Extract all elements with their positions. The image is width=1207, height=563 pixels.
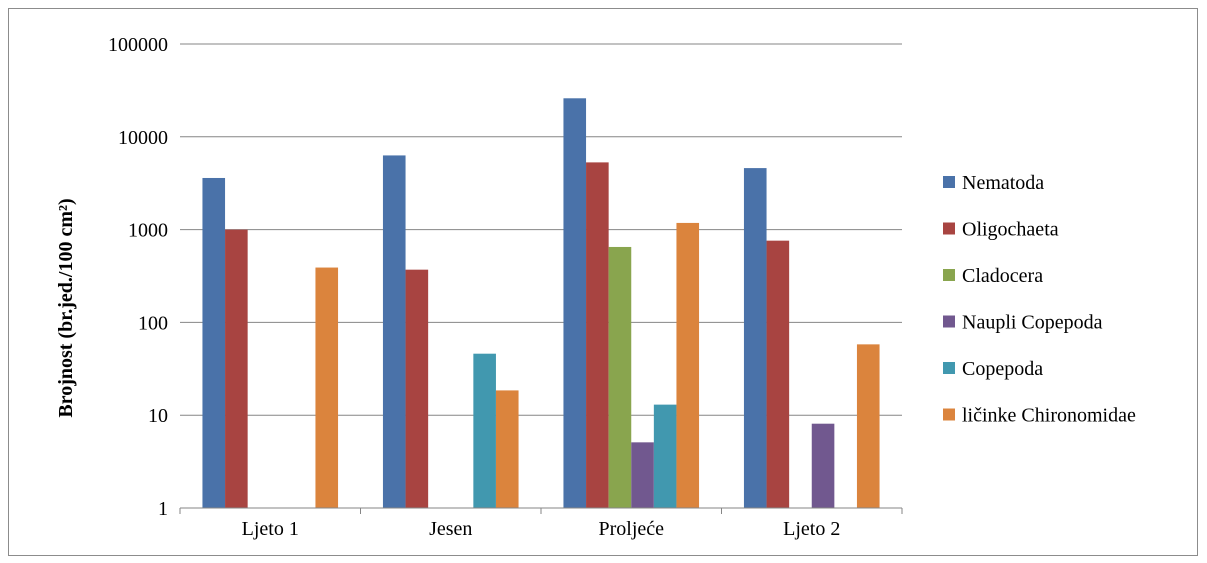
x-axis [179, 507, 903, 514]
legend-label: Oligochaeta [962, 219, 1059, 241]
bar [382, 155, 406, 508]
bar [631, 442, 654, 508]
legend-label: Naupli Copepoda [962, 312, 1103, 334]
legend-label: ličinke Chironomidae [962, 405, 1136, 427]
bar [586, 162, 609, 508]
y-tick-label: 100000 [108, 34, 168, 56]
chart-frame [8, 8, 1198, 556]
x-tick-label: Ljeto 2 [783, 518, 840, 540]
bar [608, 246, 632, 508]
bar [225, 229, 248, 508]
y-tick-label: 10000 [118, 127, 168, 149]
bars [202, 98, 880, 509]
x-tick-label: Proljeće [598, 518, 664, 540]
bar [811, 423, 835, 508]
y-tick-label: 1000 [128, 220, 168, 242]
bar [676, 222, 700, 508]
x-tick-label: Jesen [429, 518, 472, 540]
gridlines [180, 43, 902, 416]
legend-label: Cladocera [962, 265, 1043, 287]
legend-label: Copepoda [962, 358, 1043, 380]
legend: Nematoda Oligochaeta Cladocera Naupli Copep… [943, 172, 1136, 427]
bar [405, 269, 429, 508]
bar [495, 390, 519, 508]
legend-swatch [943, 362, 955, 374]
y-tick-label: 10 [148, 405, 168, 427]
x-tick-label: Ljeto 1 [242, 518, 299, 540]
bar [315, 267, 339, 508]
bar [563, 98, 587, 509]
legend-swatch [943, 222, 955, 235]
bar [653, 404, 677, 508]
y-tick-label: 1 [158, 498, 168, 520]
bar [766, 240, 790, 508]
legend-swatch [943, 269, 955, 281]
bar [202, 177, 226, 508]
bar [856, 344, 880, 508]
x-tick-labels: Ljeto 1 Jesen Proljeće Ljeto 2 [242, 518, 841, 540]
bar [743, 168, 767, 508]
y-tick-label: 100 [138, 312, 168, 334]
bar [473, 353, 496, 508]
y-tick-labels: 1 10 100 1000 10000 100000 [108, 34, 168, 520]
y-axis-title: Brojnost (br.jed./100 cm²) [55, 198, 77, 417]
legend-swatch [943, 408, 955, 421]
legend-swatch [943, 315, 955, 328]
legend-label: Nematoda [962, 172, 1044, 194]
legend-swatch [943, 176, 955, 188]
